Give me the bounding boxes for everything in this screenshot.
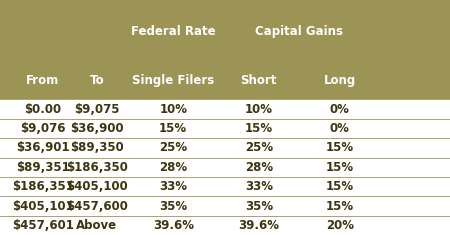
Text: 15%: 15% <box>245 122 273 135</box>
Text: $457,601: $457,601 <box>12 219 74 232</box>
Bar <box>0 119 450 138</box>
Text: $89,351: $89,351 <box>16 161 70 174</box>
Text: $186,351: $186,351 <box>12 180 74 193</box>
Text: $0.00: $0.00 <box>24 103 61 116</box>
Text: 33%: 33% <box>245 180 273 193</box>
Text: 10%: 10% <box>245 103 273 116</box>
Text: 15%: 15% <box>326 161 354 174</box>
Bar <box>0 216 450 235</box>
Text: 28%: 28% <box>245 161 273 174</box>
Text: 15%: 15% <box>326 180 354 193</box>
Text: Capital Gains: Capital Gains <box>255 25 343 38</box>
Text: Long: Long <box>324 74 356 87</box>
Text: $36,901: $36,901 <box>16 141 70 154</box>
Text: 39.6%: 39.6% <box>153 219 194 232</box>
Bar <box>0 138 450 158</box>
Bar <box>0 196 450 216</box>
Text: $186,350: $186,350 <box>66 161 128 174</box>
Text: $9,076: $9,076 <box>20 122 66 135</box>
Text: 15%: 15% <box>326 141 354 154</box>
Text: $9,075: $9,075 <box>74 103 120 116</box>
Bar <box>0 158 450 177</box>
Text: To: To <box>90 74 104 87</box>
Bar <box>0 177 450 196</box>
Text: 35%: 35% <box>159 200 187 212</box>
Text: 35%: 35% <box>245 200 273 212</box>
Text: $457,600: $457,600 <box>66 200 128 212</box>
Text: 33%: 33% <box>159 180 187 193</box>
Text: 39.6%: 39.6% <box>238 219 279 232</box>
Text: 10%: 10% <box>159 103 187 116</box>
Text: 25%: 25% <box>159 141 187 154</box>
Text: Short: Short <box>241 74 277 87</box>
Text: Above: Above <box>76 219 117 232</box>
Text: $405,100: $405,100 <box>66 180 128 193</box>
Text: 20%: 20% <box>326 219 354 232</box>
Text: 0%: 0% <box>330 103 350 116</box>
Text: 0%: 0% <box>330 122 350 135</box>
Bar <box>0 0 450 62</box>
Text: Federal Rate: Federal Rate <box>131 25 216 38</box>
Bar <box>0 99 450 119</box>
Text: $405,101: $405,101 <box>12 200 74 212</box>
Text: 15%: 15% <box>159 122 187 135</box>
Bar <box>0 62 450 99</box>
Text: 15%: 15% <box>326 200 354 212</box>
Text: $36,900: $36,900 <box>70 122 124 135</box>
Text: Single Filers: Single Filers <box>132 74 214 87</box>
Text: $89,350: $89,350 <box>70 141 124 154</box>
Text: 25%: 25% <box>245 141 273 154</box>
Text: 28%: 28% <box>159 161 187 174</box>
Text: From: From <box>26 74 59 87</box>
